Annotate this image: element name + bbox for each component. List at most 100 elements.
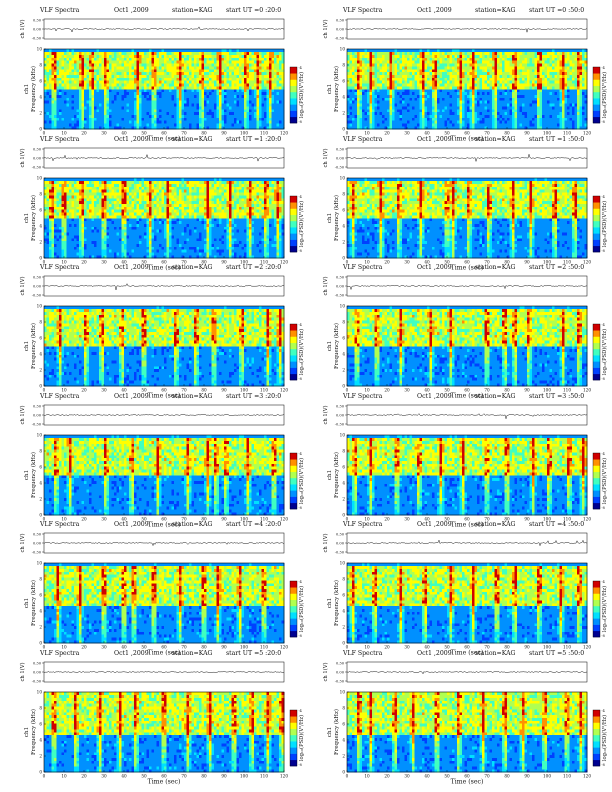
spectrogram-cell bbox=[226, 74, 230, 78]
spectrogram-cell bbox=[357, 114, 360, 118]
spectrogram-cell bbox=[399, 126, 403, 130]
spectrogram-cell bbox=[124, 60, 127, 64]
spectrogram-cell bbox=[109, 51, 112, 56]
spectrogram-cell bbox=[469, 111, 473, 116]
spectrogram-cell bbox=[529, 77, 533, 81]
spectrogram-cell bbox=[497, 66, 500, 70]
spectrogram-cell bbox=[369, 103, 373, 107]
spectrogram-cell bbox=[434, 97, 438, 101]
spectrogram-cell bbox=[219, 111, 222, 116]
spectrogram-cell bbox=[372, 91, 375, 96]
spectrogram-cell bbox=[114, 100, 117, 104]
spectrogram-cell bbox=[392, 83, 395, 87]
spectrogram-cell bbox=[464, 114, 468, 118]
spectrogram-cell bbox=[216, 89, 220, 93]
spectrogram-cell bbox=[134, 51, 137, 56]
spectrogram-cell bbox=[194, 54, 197, 58]
spectrogram-cell bbox=[139, 103, 142, 107]
spectrogram-cell bbox=[176, 80, 180, 84]
spectrogram-cell bbox=[44, 106, 47, 110]
spectrogram-cell bbox=[266, 63, 270, 67]
spectrogram-cell bbox=[537, 111, 540, 116]
spectrogram-cell bbox=[359, 114, 363, 118]
spectrogram-cell bbox=[437, 60, 440, 64]
spectrogram-cell bbox=[151, 54, 155, 58]
spectrogram-cell bbox=[201, 80, 205, 84]
spectrogram-cell bbox=[512, 126, 515, 130]
spectrogram-cell bbox=[49, 71, 52, 76]
spectrogram-cell bbox=[266, 94, 270, 98]
spectrogram-cell bbox=[404, 114, 408, 118]
spectrogram-cell bbox=[264, 117, 267, 121]
spectrogram-cell bbox=[352, 123, 355, 127]
spectrogram-cell bbox=[241, 49, 245, 53]
spectrogram-cell bbox=[464, 89, 468, 93]
spectrogram-cell bbox=[359, 69, 363, 73]
spectrogram-cell bbox=[264, 63, 267, 67]
spectrogram-cell bbox=[89, 63, 92, 67]
spectrogram-cell bbox=[179, 114, 182, 118]
spectrogram-cell bbox=[86, 57, 90, 61]
spectrogram-cell bbox=[412, 91, 415, 96]
spectrogram-cell bbox=[492, 80, 495, 84]
spectrogram-cell bbox=[181, 123, 185, 127]
spectrogram-cell bbox=[409, 77, 413, 81]
spectrogram-cell bbox=[44, 66, 47, 70]
spectrogram-cell bbox=[156, 103, 160, 107]
spectrogram-cell bbox=[179, 77, 182, 81]
spectrogram-cell bbox=[136, 109, 140, 113]
x-tick-label: 60 bbox=[161, 131, 167, 136]
spectrogram-cell bbox=[154, 109, 157, 113]
spectrogram-cell bbox=[417, 91, 420, 96]
spectrogram-cell bbox=[507, 97, 510, 101]
spectrogram-cell bbox=[161, 60, 165, 64]
spectrogram-cell bbox=[101, 89, 105, 93]
spectrogram-cell bbox=[116, 66, 120, 70]
spectrogram-cell bbox=[404, 86, 408, 90]
spectrogram-cell bbox=[409, 126, 413, 130]
spectrogram-cell bbox=[56, 74, 60, 78]
spectrogram-cell bbox=[171, 109, 175, 113]
spectrogram-cell bbox=[99, 123, 102, 127]
spectrogram-cell bbox=[129, 60, 132, 64]
spectrogram-cell bbox=[71, 63, 75, 67]
spectrogram-cell bbox=[79, 74, 82, 78]
spectrogram-cell bbox=[126, 91, 130, 96]
spectrogram-cell bbox=[244, 114, 247, 118]
spectrogram-cell bbox=[116, 106, 120, 110]
spectrogram-cell bbox=[434, 66, 438, 70]
spectrogram-cell bbox=[439, 77, 443, 81]
spectrogram-cell bbox=[352, 97, 355, 101]
spectrogram-cell bbox=[504, 63, 508, 67]
spectrogram-cell bbox=[352, 69, 355, 73]
spectrogram-cell bbox=[141, 51, 145, 56]
y-tick-label: 6 bbox=[39, 79, 42, 84]
spectrogram-cell bbox=[532, 117, 535, 121]
spectrogram-cell bbox=[174, 91, 177, 96]
spectrogram-cell bbox=[249, 71, 252, 76]
spectrogram-cell bbox=[424, 123, 428, 127]
spectrogram-cell bbox=[387, 80, 390, 84]
spectrogram-cell bbox=[527, 117, 530, 121]
spectrogram-cell bbox=[141, 86, 145, 90]
spectrogram-cell bbox=[387, 71, 390, 76]
timeseries-frame bbox=[43, 18, 285, 40]
spectrogram-cell bbox=[457, 106, 460, 110]
spectrogram-cell bbox=[529, 69, 533, 73]
spectrogram-cell bbox=[74, 103, 77, 107]
spectrogram-cell bbox=[432, 71, 435, 76]
spectrogram-cell bbox=[66, 80, 70, 84]
spectrogram-cell bbox=[519, 69, 523, 73]
spectrogram-cell bbox=[409, 66, 413, 70]
spectrogram-cell bbox=[484, 54, 488, 58]
spectrogram-cell bbox=[239, 100, 242, 104]
spectrogram-cell bbox=[407, 74, 410, 78]
spectrogram-cell bbox=[427, 91, 430, 96]
spectrogram-cell bbox=[179, 111, 182, 116]
spectrogram-cell bbox=[276, 49, 280, 53]
spectrogram-cell bbox=[459, 89, 463, 93]
spectrogram-cell bbox=[94, 83, 97, 87]
spectrogram-cell bbox=[226, 100, 230, 104]
spectrogram-cell bbox=[111, 123, 115, 127]
spectrogram-cell bbox=[51, 114, 55, 118]
